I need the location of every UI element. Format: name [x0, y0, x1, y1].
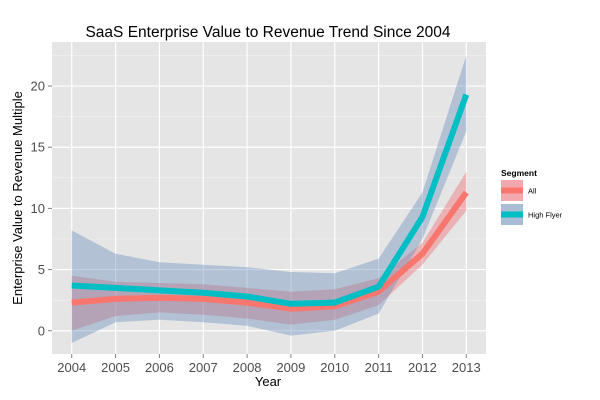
x-tick-label: 2007 [189, 360, 218, 375]
y-axis-label: Enterprise Value to Revenue Multiple [10, 91, 25, 305]
x-axis-ticks: 2004 2005 2006 2007 2008 2009 2010 2011 2012 2013 [57, 354, 481, 375]
x-tick-label: 2011 [365, 360, 393, 375]
y-tick-label: 10 [31, 201, 45, 216]
y-tick-label: 20 [31, 79, 45, 94]
legend: Segment All High Flyer [501, 168, 563, 225]
y-tick-label: 15 [31, 140, 45, 155]
line-all [71, 190, 469, 312]
x-tick-label: 2009 [276, 360, 305, 375]
y-tick-label: 5 [38, 262, 45, 277]
x-tick-label: 2006 [145, 360, 174, 375]
legend-title: Segment [501, 168, 537, 178]
y-tick-label: 0 [38, 323, 45, 338]
x-tick-label: 2005 [101, 360, 130, 375]
line-high-flyer [71, 93, 470, 307]
legend-label: All [528, 187, 537, 196]
chart-title: SaaS Enterprise Value to Revenue Trend S… [85, 24, 450, 41]
x-tick-label: 2008 [233, 360, 262, 375]
x-tick-label: 2010 [320, 360, 349, 375]
band-high-flyer [71, 55, 467, 343]
x-tick-label: 2012 [408, 360, 437, 375]
x-tick-label: 2004 [57, 360, 86, 375]
legend-label: High Flyer [528, 211, 563, 220]
x-axis-label: Year [255, 374, 282, 389]
y-axis-ticks: 0 5 10 15 20 [31, 79, 52, 338]
x-tick-label: 2013 [452, 360, 481, 375]
series-lines [71, 93, 470, 312]
